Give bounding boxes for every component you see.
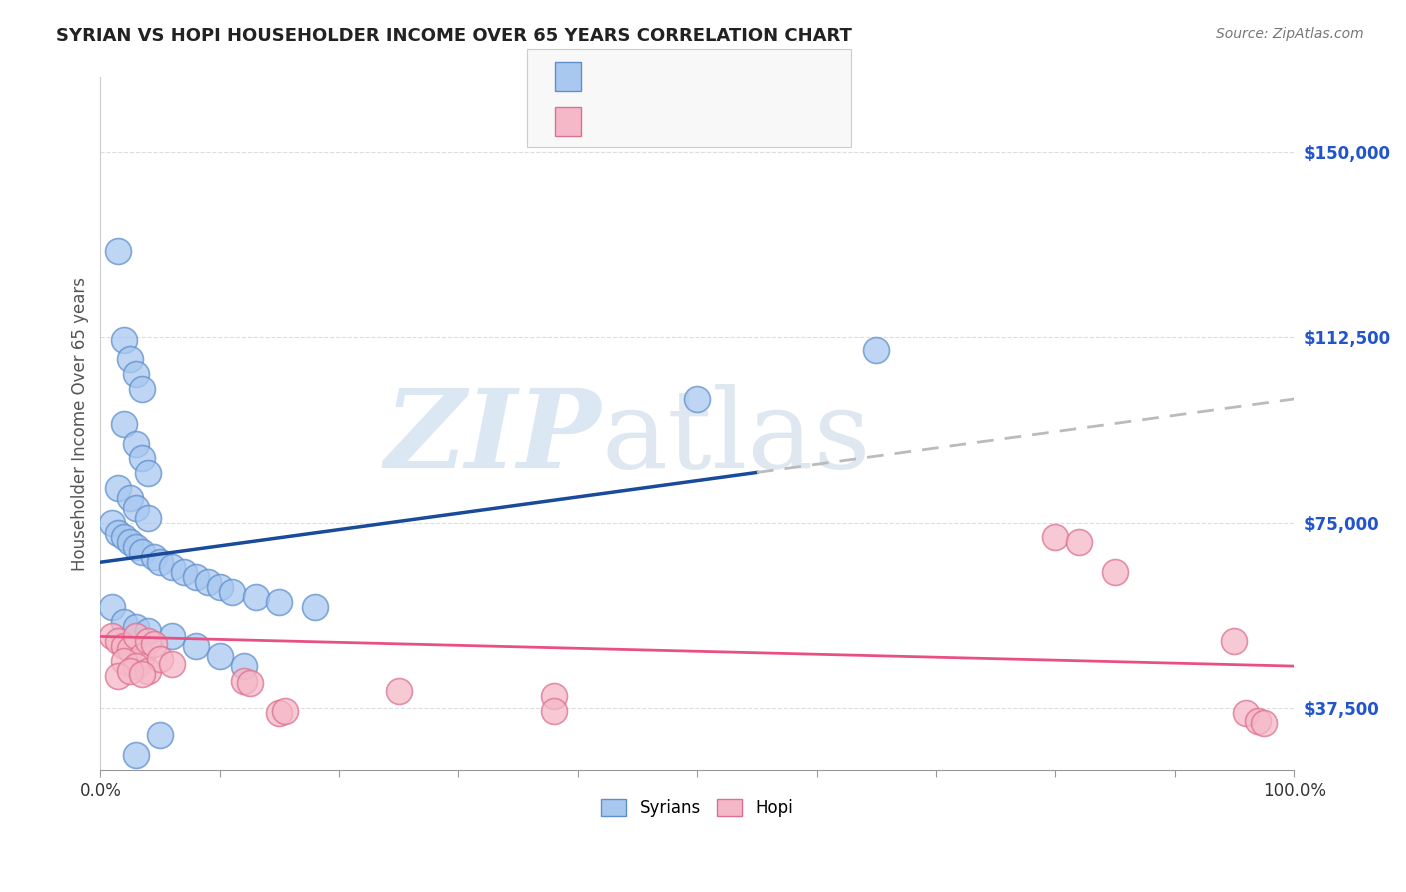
Point (107, 669, 129, 683)
Point (239, 676, 262, 690)
Point (112, 333, 135, 347)
Point (274, 704, 297, 718)
Point (125, 659, 148, 673)
Point (131, 382, 153, 396)
Point (269, 595, 291, 609)
Point (143, 550, 166, 565)
Point (131, 545, 153, 559)
Point (245, 590, 267, 604)
Point (120, 491, 142, 505)
Point (125, 748, 148, 763)
Point (160, 629, 183, 643)
Point (125, 541, 148, 555)
Point (112, 654, 135, 668)
Point (107, 481, 129, 495)
Point (107, 634, 129, 648)
Point (173, 565, 195, 579)
Point (125, 368, 148, 382)
Text: R = -0.229   N = 24: R = -0.229 N = 24 (592, 109, 769, 127)
Point (112, 640, 135, 654)
Point (865, 343, 887, 357)
Point (107, 244, 129, 258)
Text: SYRIAN VS HOPI HOUSEHOLDER INCOME OVER 65 YEARS CORRELATION CHART: SYRIAN VS HOPI HOUSEHOLDER INCOME OVER 6… (56, 27, 852, 45)
Point (184, 570, 207, 584)
Point (149, 555, 172, 569)
Point (125, 629, 148, 643)
Point (136, 664, 159, 678)
Point (149, 651, 172, 665)
Point (1045, 531, 1067, 545)
Point (131, 666, 153, 681)
Point (1247, 714, 1270, 728)
Point (131, 451, 153, 466)
Point (136, 510, 159, 524)
Point (120, 352, 142, 367)
Point (136, 634, 159, 648)
Point (131, 649, 153, 664)
Point (543, 689, 565, 703)
Point (125, 619, 148, 633)
Point (1069, 535, 1091, 549)
Text: atlas: atlas (602, 384, 872, 491)
Point (136, 466, 159, 480)
Point (269, 706, 291, 720)
Point (160, 657, 183, 671)
Point (101, 516, 124, 530)
Y-axis label: Householder Income Over 65 years: Householder Income Over 65 years (72, 277, 89, 571)
Point (101, 599, 124, 614)
Point (543, 704, 565, 718)
Point (112, 615, 135, 629)
Point (112, 417, 135, 431)
Point (143, 637, 166, 651)
Point (221, 585, 243, 599)
Point (1253, 716, 1275, 731)
Legend: Syrians, Hopi: Syrians, Hopi (595, 792, 800, 824)
Point (1223, 634, 1246, 648)
Point (1104, 565, 1126, 579)
Point (120, 641, 142, 656)
Point (120, 664, 142, 678)
Point (125, 500, 148, 515)
Point (686, 392, 709, 406)
Point (184, 640, 207, 654)
Point (208, 580, 231, 594)
Point (197, 574, 219, 589)
Text: R =  0.180    N = 42: R = 0.180 N = 42 (592, 64, 773, 82)
Point (125, 436, 148, 450)
Point (232, 673, 254, 688)
Point (149, 728, 172, 742)
Point (388, 683, 411, 698)
Point (160, 560, 183, 574)
Point (101, 629, 124, 643)
Point (112, 531, 135, 545)
Point (304, 599, 326, 614)
Text: Source: ZipAtlas.com: Source: ZipAtlas.com (1216, 27, 1364, 41)
Text: ZIP: ZIP (385, 384, 602, 491)
Point (120, 535, 142, 549)
Point (1234, 706, 1257, 720)
Point (208, 649, 231, 664)
Point (136, 624, 159, 639)
Point (232, 659, 254, 673)
Point (107, 525, 129, 540)
